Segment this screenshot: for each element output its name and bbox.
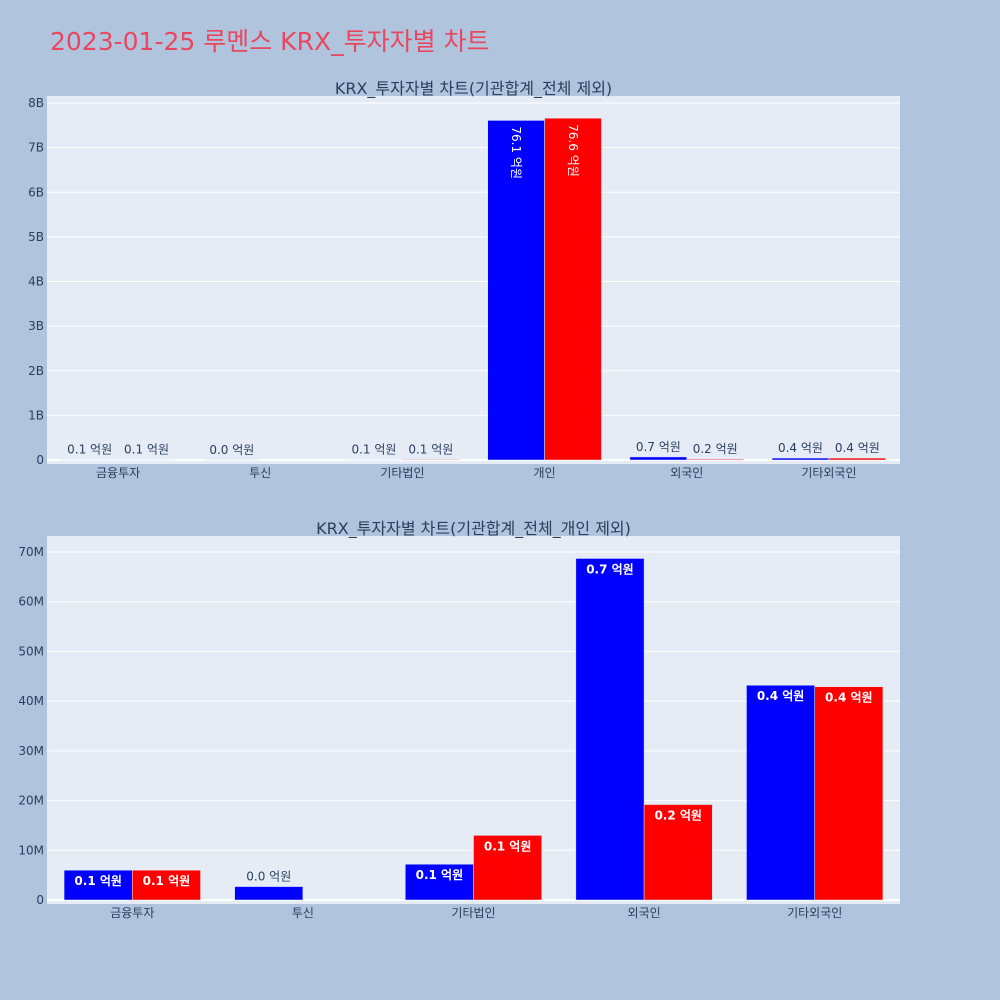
chart-1-data-label: 0.1 억원 xyxy=(67,443,112,457)
chart-2-bar xyxy=(575,558,645,901)
chart-1-ytick-label: 8B xyxy=(28,96,44,110)
chart-2-bar xyxy=(63,869,133,901)
chart-1-data-label: 76.1 억원 xyxy=(509,126,523,179)
chart-1-bar xyxy=(771,457,830,461)
chart-2-data-label: 0.4 억원 xyxy=(757,689,805,703)
chart-1-data-label: 0.7 억원 xyxy=(636,440,681,454)
chart-1-data-label: 76.6 억원 xyxy=(566,124,580,177)
chart-2-data-label: 0.1 억원 xyxy=(74,874,122,888)
chart-2-bar xyxy=(643,804,713,901)
chart-2-data-label: 0.1 억원 xyxy=(143,874,191,888)
chart-1-ytick-label: 6B xyxy=(28,185,44,199)
chart-2-bar xyxy=(234,886,304,901)
chart-2-bar xyxy=(405,863,474,901)
chart-1-bar xyxy=(544,117,602,461)
chart-1-ytick-label: 0 xyxy=(36,453,44,467)
chart-1-bar xyxy=(686,458,744,461)
chart-2-ytick-label: 30M xyxy=(18,744,44,758)
chart-2-bar xyxy=(746,684,815,901)
chart-2-data-label: 0.1 억원 xyxy=(484,839,532,853)
chart-1-data-label: 0.4 억원 xyxy=(778,441,823,455)
chart-2-data-label: 0.2 억원 xyxy=(654,809,702,823)
chart-2-xtick-label: 기타외국인 xyxy=(787,906,842,920)
chart-1-data-label: 0.0 억원 xyxy=(209,443,254,457)
chart-1-data-label: 0.1 억원 xyxy=(124,443,169,457)
chart-1-data-label: 0.4 억원 xyxy=(835,441,880,455)
chart-1-xtick-label: 기타외국인 xyxy=(801,466,856,480)
chart-2-data-label: 0.0 억원 xyxy=(246,870,291,884)
chart-1-xtick-label: 기타법인 xyxy=(380,466,424,480)
chart-2-data-label: 0.7 억원 xyxy=(586,562,634,576)
chart-1-ytick-label: 4B xyxy=(28,275,44,289)
chart-2-xtick-label: 금융투자 xyxy=(110,906,154,920)
chart-2-bar xyxy=(473,835,542,901)
chart-1-bar xyxy=(402,459,460,461)
chart-2-bar xyxy=(814,686,884,901)
chart-1-xtick-label: 개인 xyxy=(534,466,556,480)
chart-1-data-label: 0.1 억원 xyxy=(351,443,396,457)
chart-2-ytick-label: 10M xyxy=(18,843,44,857)
chart-1-data-label: 0.1 억원 xyxy=(408,442,453,456)
chart-2-data-label: 0.4 억원 xyxy=(825,691,873,705)
chart-2-ytick-label: 0 xyxy=(36,893,44,907)
chart-2-ytick-label: 70M xyxy=(18,545,44,559)
chart-1-xtick-label: 외국인 xyxy=(670,466,703,480)
chart-1-xtick-label: 금융투자 xyxy=(96,466,140,480)
chart-1-ytick-label: 1B xyxy=(28,408,44,422)
chart-1-xtick-label: 투신 xyxy=(249,466,271,480)
chart-1-bar xyxy=(828,457,887,461)
chart-1-ytick-label: 2B xyxy=(28,364,44,378)
page-title: 2023-01-25 루멘스 KRX_투자자별 차트 xyxy=(50,27,490,56)
chart-2-ytick-label: 60M xyxy=(18,595,44,609)
chart-2-xtick-label: 외국인 xyxy=(628,906,661,920)
chart-2-ytick-label: 40M xyxy=(18,694,44,708)
chart-2-ytick-label: 20M xyxy=(18,794,44,808)
chart-1-title: KRX_투자자별 차트(기관합계_전체 제외) xyxy=(335,79,612,99)
chart-2-bar xyxy=(132,869,201,901)
chart-2-xtick-label: 기타법인 xyxy=(451,906,495,920)
chart-1-ytick-label: 7B xyxy=(28,141,44,155)
chart-1-ytick-label: 5B xyxy=(28,230,44,244)
chart-1-ytick-label: 3B xyxy=(28,319,44,333)
chart-2-ytick-label: 50M xyxy=(18,644,44,658)
chart-1-bar xyxy=(629,456,688,461)
chart-2-data-label: 0.1 억원 xyxy=(416,868,464,882)
chart-1-data-label: 0.2 억원 xyxy=(693,442,738,456)
chart-2-xtick-label: 투신 xyxy=(292,906,314,920)
chart-2-title: KRX_투자자별 차트(기관합계_전체_개인 제외) xyxy=(316,519,631,539)
chart-1-bar xyxy=(487,120,545,461)
chart-1-plot-area xyxy=(47,96,900,464)
